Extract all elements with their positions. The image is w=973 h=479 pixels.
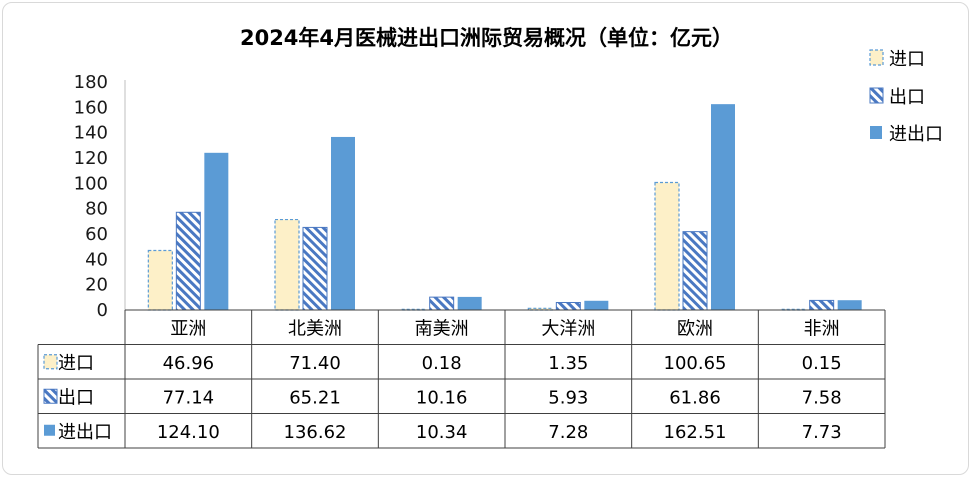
legend-swatch-进口 [869,49,884,66]
y-tick-label-80: 80 [85,199,108,220]
table-header-亚洲: 亚洲 [170,318,206,339]
table-cell-出口-大洋洲: 5.93 [548,387,588,408]
bar-进出口-南美洲 [457,296,482,310]
bar-进口-欧洲 [654,181,680,311]
bar-出口-非洲 [809,299,835,311]
y-tick-label-180: 180 [74,72,108,93]
table-row-key-进口 [43,354,58,370]
y-tick-label-40: 40 [85,249,108,270]
bar-出口-欧洲 [682,231,708,311]
bar-出口-大洋洲 [555,301,581,311]
bar-进出口-北美洲 [331,136,355,310]
y-tick-label-60: 60 [85,224,108,245]
table-cell-进口-欧洲: 100.65 [664,353,727,374]
bar-进口-亚洲 [147,249,173,311]
table-row-label-进口: 进口 [58,353,94,374]
bar-出口-亚洲 [175,211,201,311]
table-header-北美洲: 北美洲 [288,318,342,339]
table-row-label-进出口: 进出口 [58,422,112,443]
legend-label-进口: 进口 [889,49,925,70]
table-cell-进出口-亚洲: 124.10 [157,422,220,443]
bar-进出口-非洲 [837,300,862,310]
table-cell-进口-亚洲: 46.96 [163,353,215,374]
table-row-key-进出口 [44,424,55,436]
table-header-欧洲: 欧洲 [677,318,713,339]
legend-swatch-出口 [869,87,884,104]
table-row-key-出口 [43,388,58,404]
legend-swatch-进出口 [870,126,882,139]
table-cell-出口-北美洲: 65.21 [289,387,341,408]
y-tick-label-140: 140 [74,123,108,144]
table-header-南美洲: 南美洲 [415,318,469,339]
table-cell-进出口-大洋洲: 7.28 [548,422,588,443]
bar-进出口-亚洲 [204,152,229,310]
y-tick-label-0: 0 [97,300,108,321]
legend-label-出口: 出口 [889,87,925,108]
table-cell-进口-南美洲: 0.18 [422,353,462,374]
table-cell-进口-大洋洲: 1.35 [548,353,588,374]
table-cell-出口-非洲: 7.58 [802,387,842,408]
table-cell-进口-北美洲: 71.40 [289,353,341,374]
bar-出口-南美洲 [429,296,455,311]
y-tick-label-20: 20 [85,275,108,296]
bar-进出口-欧洲 [711,104,735,311]
chart-title: 2024年4月医械进出口洲际贸易概况（单位：亿元） [239,26,734,50]
legend-label-进出口: 进出口 [889,124,943,145]
bar-进出口-大洋洲 [584,300,609,310]
y-tick-label-160: 160 [74,97,108,118]
table-header-非洲: 非洲 [804,318,840,339]
bar-出口-北美洲 [302,226,328,311]
table-cell-出口-南美洲: 10.16 [416,387,468,408]
bar-进口-北美洲 [274,218,300,311]
table-cell-出口-欧洲: 61.86 [669,387,721,408]
table-cell-进出口-欧洲: 162.51 [664,422,727,443]
table-cell-进出口-北美洲: 136.62 [284,422,347,443]
table-cell-进出口-南美洲: 10.34 [416,422,468,443]
y-tick-label-120: 120 [74,148,108,169]
table-row-label-出口: 出口 [58,387,94,408]
y-axis: 0 20 40 60 80 100 120 140 160 180 [74,72,126,321]
bars-layer [147,104,862,311]
table-cell-出口-亚洲: 77.14 [163,387,215,408]
table-header-大洋洲: 大洋洲 [541,318,595,339]
table-cell-进口-非洲: 0.15 [802,353,842,374]
y-tick-label-100: 100 [74,173,108,194]
table-cell-进出口-非洲: 7.73 [802,422,842,443]
